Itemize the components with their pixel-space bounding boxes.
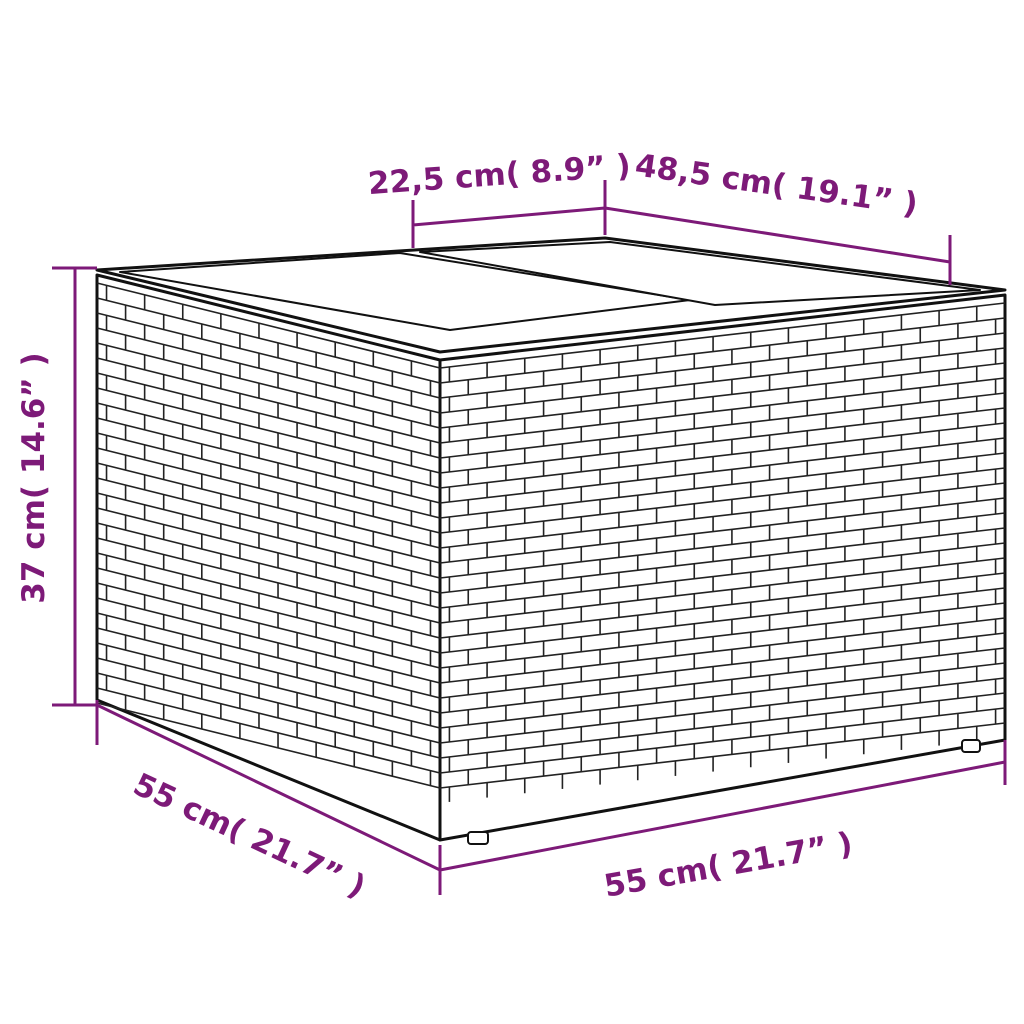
lid-panel-right <box>419 241 981 306</box>
wicker-box <box>95 236 1007 845</box>
top-depth-line <box>604 206 952 285</box>
lid-section-label: 22,5 cm( 8.9” ) <box>367 148 632 202</box>
weave-strand <box>439 587 1006 654</box>
weave-strand <box>96 477 441 564</box>
height-label: 37 cm( 14.6” ) <box>16 352 52 603</box>
weave-strand <box>439 467 1006 534</box>
weave-strand <box>96 642 441 729</box>
weave-strand <box>439 482 1006 549</box>
weave-strand <box>439 632 1006 699</box>
weave-strand <box>96 327 441 414</box>
weave-strand <box>439 602 1006 669</box>
dimension-lines <box>52 180 1007 895</box>
weave-strand <box>439 572 1006 639</box>
weave-strand <box>96 462 441 549</box>
weave-strand <box>96 537 441 624</box>
weave-strand <box>439 317 1006 384</box>
weave-strand <box>439 362 1006 429</box>
weave-strand <box>96 612 441 699</box>
foot-front <box>467 831 489 845</box>
weave-strand <box>439 332 1006 399</box>
height-line <box>52 266 97 707</box>
weave-strand <box>96 342 441 429</box>
weave-strand <box>439 407 1006 474</box>
weave-strand <box>439 677 1006 744</box>
left-face <box>95 273 442 842</box>
weave-strand <box>439 722 1006 789</box>
weave-strand <box>96 312 441 399</box>
weave-strand <box>96 657 441 744</box>
weave-strand <box>96 417 441 504</box>
weave-strand <box>439 422 1006 489</box>
weave-strand <box>96 552 441 639</box>
weave-strand <box>439 557 1006 624</box>
foot-right <box>961 739 981 753</box>
weave-strand <box>96 597 441 684</box>
weave-strand <box>439 662 1006 729</box>
weave-strand <box>96 672 441 759</box>
weave-strand <box>96 507 441 594</box>
weave-strand <box>439 647 1006 714</box>
width-label: 55 cm( 21.7” ) <box>601 826 855 905</box>
width-line <box>439 740 1007 872</box>
weave-strand <box>96 687 441 774</box>
weave-strand <box>96 567 441 654</box>
weave-strand <box>96 387 441 474</box>
weave-strand <box>439 497 1006 564</box>
weave-strand <box>439 437 1006 504</box>
weave-strand <box>439 392 1006 459</box>
weave-strand <box>439 377 1006 444</box>
weave-strand <box>96 357 441 444</box>
weave-strand <box>439 512 1006 579</box>
weave-strand <box>96 372 441 459</box>
weave-strand <box>439 302 1006 369</box>
weave-strand <box>96 402 441 489</box>
weave-strand <box>439 617 1006 684</box>
weave-strand <box>96 282 441 369</box>
top-depth-label: 48,5 cm( 19.1” ) <box>633 147 920 222</box>
weave-strand <box>96 432 441 519</box>
weave-strand <box>439 347 1006 414</box>
wicker-weave <box>96 282 1006 802</box>
weave-strand <box>96 492 441 579</box>
weave-strand <box>96 582 441 669</box>
weave-strand <box>96 702 441 789</box>
weave-strand <box>96 627 441 714</box>
weave-strand <box>96 447 441 534</box>
weave-strand <box>439 542 1006 609</box>
lid-section-line <box>411 180 607 248</box>
weave-strand <box>439 707 1006 774</box>
weave-strand <box>439 527 1006 594</box>
weave-strand <box>439 452 1006 519</box>
weave-strand <box>96 297 441 384</box>
weave-strand <box>439 692 1006 759</box>
weave-strand <box>96 522 441 609</box>
